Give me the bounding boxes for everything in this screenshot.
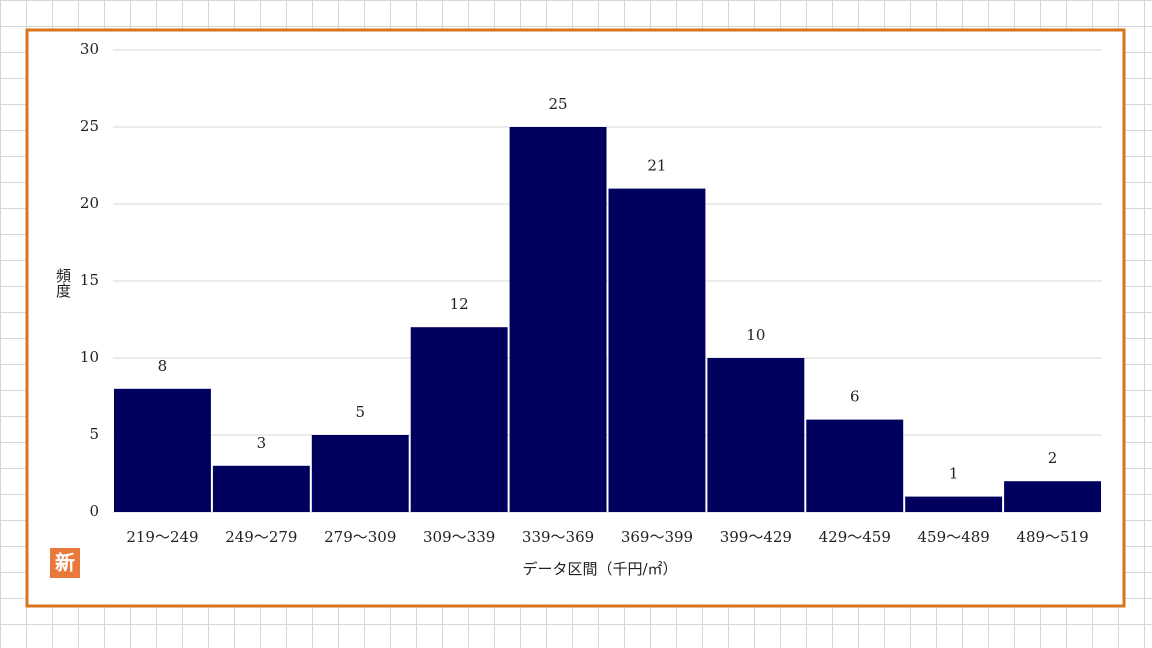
bar (1004, 481, 1101, 512)
bar (905, 496, 1003, 512)
bar (608, 188, 706, 512)
x-axis-title: データ区間（千円/㎡） (522, 560, 677, 578)
x-tick-label: 399～429 (720, 528, 792, 546)
data-label: 5 (355, 403, 365, 421)
bar (212, 465, 310, 512)
x-tick-label: 249～279 (225, 528, 297, 546)
x-tick-label: 369～399 (621, 528, 693, 546)
x-tick-label: 429～459 (819, 528, 891, 546)
data-label: 1 (949, 465, 959, 483)
y-tick-label: 20 (80, 194, 99, 212)
data-label: 2 (1048, 449, 1058, 467)
x-tick-label: 459～489 (918, 528, 990, 546)
x-tick-label: 279～309 (324, 528, 396, 546)
x-tick-label: 309～339 (423, 528, 495, 546)
badge: 新 (55, 551, 75, 575)
bar (410, 327, 508, 512)
y-tick-label: 0 (89, 502, 99, 520)
data-label: 8 (158, 357, 168, 375)
bar (806, 419, 904, 512)
y-tick-label: 30 (80, 40, 99, 58)
x-tick-label: 489～519 (1016, 528, 1088, 546)
bar (509, 127, 607, 512)
y-tick-label: 15 (80, 271, 99, 289)
y-axis-title: 頻度 (54, 268, 72, 298)
x-tick-label: 339～369 (522, 528, 594, 546)
data-label: 10 (746, 326, 765, 344)
bar (311, 435, 409, 512)
data-label: 6 (850, 388, 860, 406)
data-label: 12 (450, 295, 469, 313)
y-tick-label: 25 (80, 117, 99, 135)
badge-bg (50, 548, 80, 578)
y-tick-label: 10 (80, 348, 99, 366)
bar (114, 388, 211, 512)
y-tick-label: 5 (89, 425, 99, 443)
bar (707, 358, 805, 512)
data-label: 3 (257, 434, 267, 452)
x-tick-label: 219～249 (126, 528, 198, 546)
data-label: 25 (549, 95, 568, 113)
data-label: 21 (647, 157, 666, 175)
